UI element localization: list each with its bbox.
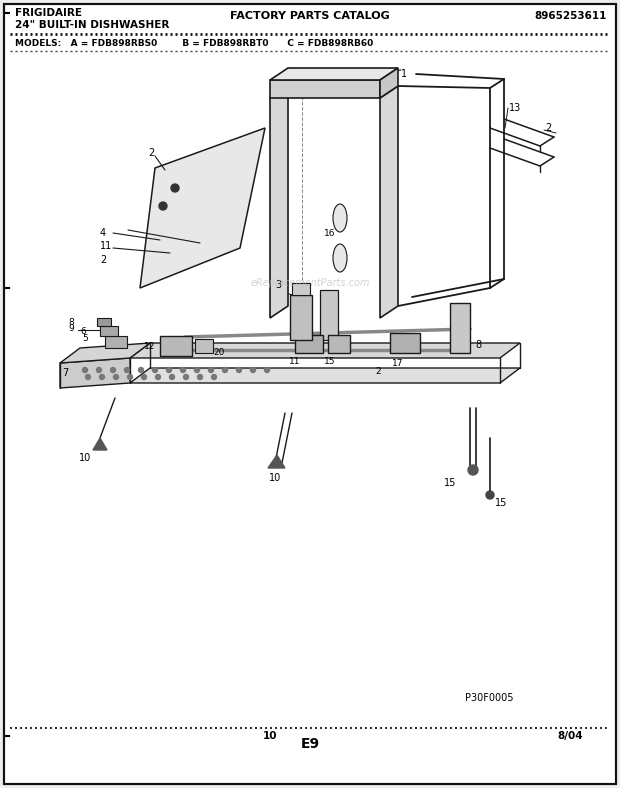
Text: 12: 12	[144, 341, 155, 351]
Text: 10: 10	[79, 453, 91, 463]
Circle shape	[236, 367, 242, 373]
Bar	[100, 326, 118, 336]
Circle shape	[97, 367, 102, 373]
Text: 20: 20	[213, 348, 224, 356]
Polygon shape	[93, 438, 107, 450]
Text: 7: 7	[62, 368, 68, 378]
Text: 9: 9	[68, 324, 74, 333]
Circle shape	[198, 374, 203, 380]
Bar	[290, 295, 312, 340]
Text: 15: 15	[495, 498, 507, 508]
Ellipse shape	[333, 204, 347, 232]
Circle shape	[195, 367, 200, 373]
Polygon shape	[60, 343, 150, 363]
Text: 1: 1	[401, 69, 407, 79]
Circle shape	[250, 367, 255, 373]
Polygon shape	[380, 86, 398, 318]
Polygon shape	[130, 343, 520, 358]
Polygon shape	[270, 68, 398, 80]
Text: 11: 11	[100, 241, 112, 251]
Text: 16: 16	[324, 229, 336, 237]
Circle shape	[180, 367, 185, 373]
Circle shape	[223, 367, 228, 373]
Bar	[390, 333, 420, 353]
Circle shape	[113, 374, 118, 380]
Circle shape	[156, 374, 161, 380]
Text: 8: 8	[68, 318, 74, 326]
Circle shape	[128, 374, 133, 380]
Bar	[97, 318, 111, 326]
Bar	[105, 336, 127, 348]
Text: 8965253611: 8965253611	[534, 11, 607, 21]
Circle shape	[99, 374, 105, 380]
Circle shape	[153, 367, 157, 373]
Circle shape	[141, 374, 146, 380]
Bar	[160, 336, 192, 356]
Text: P30F0005: P30F0005	[465, 693, 513, 703]
Text: 17: 17	[392, 359, 404, 367]
Bar	[328, 335, 350, 353]
Bar	[195, 339, 213, 353]
Bar	[292, 283, 310, 295]
Text: 15: 15	[324, 356, 336, 366]
Circle shape	[468, 465, 478, 475]
Text: 2: 2	[148, 148, 154, 158]
Bar	[295, 335, 323, 353]
Circle shape	[125, 367, 130, 373]
Text: 6: 6	[80, 326, 86, 336]
Text: FACTORY PARTS CATALOG: FACTORY PARTS CATALOG	[230, 11, 390, 21]
Polygon shape	[270, 86, 288, 318]
Circle shape	[159, 202, 167, 210]
Text: 13: 13	[509, 103, 521, 113]
Bar	[320, 290, 338, 340]
Text: 11: 11	[290, 356, 301, 366]
Text: MODELS:   A = FDB898RBS0        B = FDB898RBT0      C = FDB898RB60: MODELS: A = FDB898RBS0 B = FDB898RBT0 C …	[15, 39, 373, 47]
Circle shape	[82, 367, 87, 373]
Text: 2: 2	[545, 123, 551, 133]
Polygon shape	[140, 128, 265, 288]
Text: 2: 2	[100, 255, 106, 265]
Circle shape	[208, 367, 213, 373]
Polygon shape	[130, 368, 520, 383]
Circle shape	[169, 374, 174, 380]
Ellipse shape	[333, 244, 347, 272]
Text: 10: 10	[263, 731, 277, 741]
Text: 10: 10	[269, 473, 281, 483]
Polygon shape	[268, 455, 285, 468]
Text: 24" BUILT-IN DISHWASHER: 24" BUILT-IN DISHWASHER	[15, 20, 169, 30]
Circle shape	[86, 374, 91, 380]
Text: 15: 15	[444, 478, 456, 488]
Text: FRIGIDAIRE: FRIGIDAIRE	[15, 8, 82, 18]
Circle shape	[211, 374, 216, 380]
Bar	[270, 80, 380, 98]
Text: 5: 5	[82, 333, 88, 343]
Bar	[450, 303, 470, 353]
Text: 8/04: 8/04	[557, 731, 583, 741]
Circle shape	[184, 374, 188, 380]
Text: 2: 2	[375, 366, 381, 376]
Text: eReplacementParts.com: eReplacementParts.com	[250, 278, 370, 288]
Circle shape	[265, 367, 270, 373]
Polygon shape	[60, 358, 130, 388]
Text: 3: 3	[275, 280, 281, 290]
Circle shape	[110, 367, 115, 373]
Text: E9: E9	[301, 737, 319, 751]
Circle shape	[171, 184, 179, 192]
Circle shape	[486, 491, 494, 499]
Text: 8: 8	[475, 340, 481, 350]
Circle shape	[167, 367, 172, 373]
Polygon shape	[380, 68, 398, 98]
Text: 4: 4	[100, 228, 106, 238]
Circle shape	[138, 367, 143, 373]
